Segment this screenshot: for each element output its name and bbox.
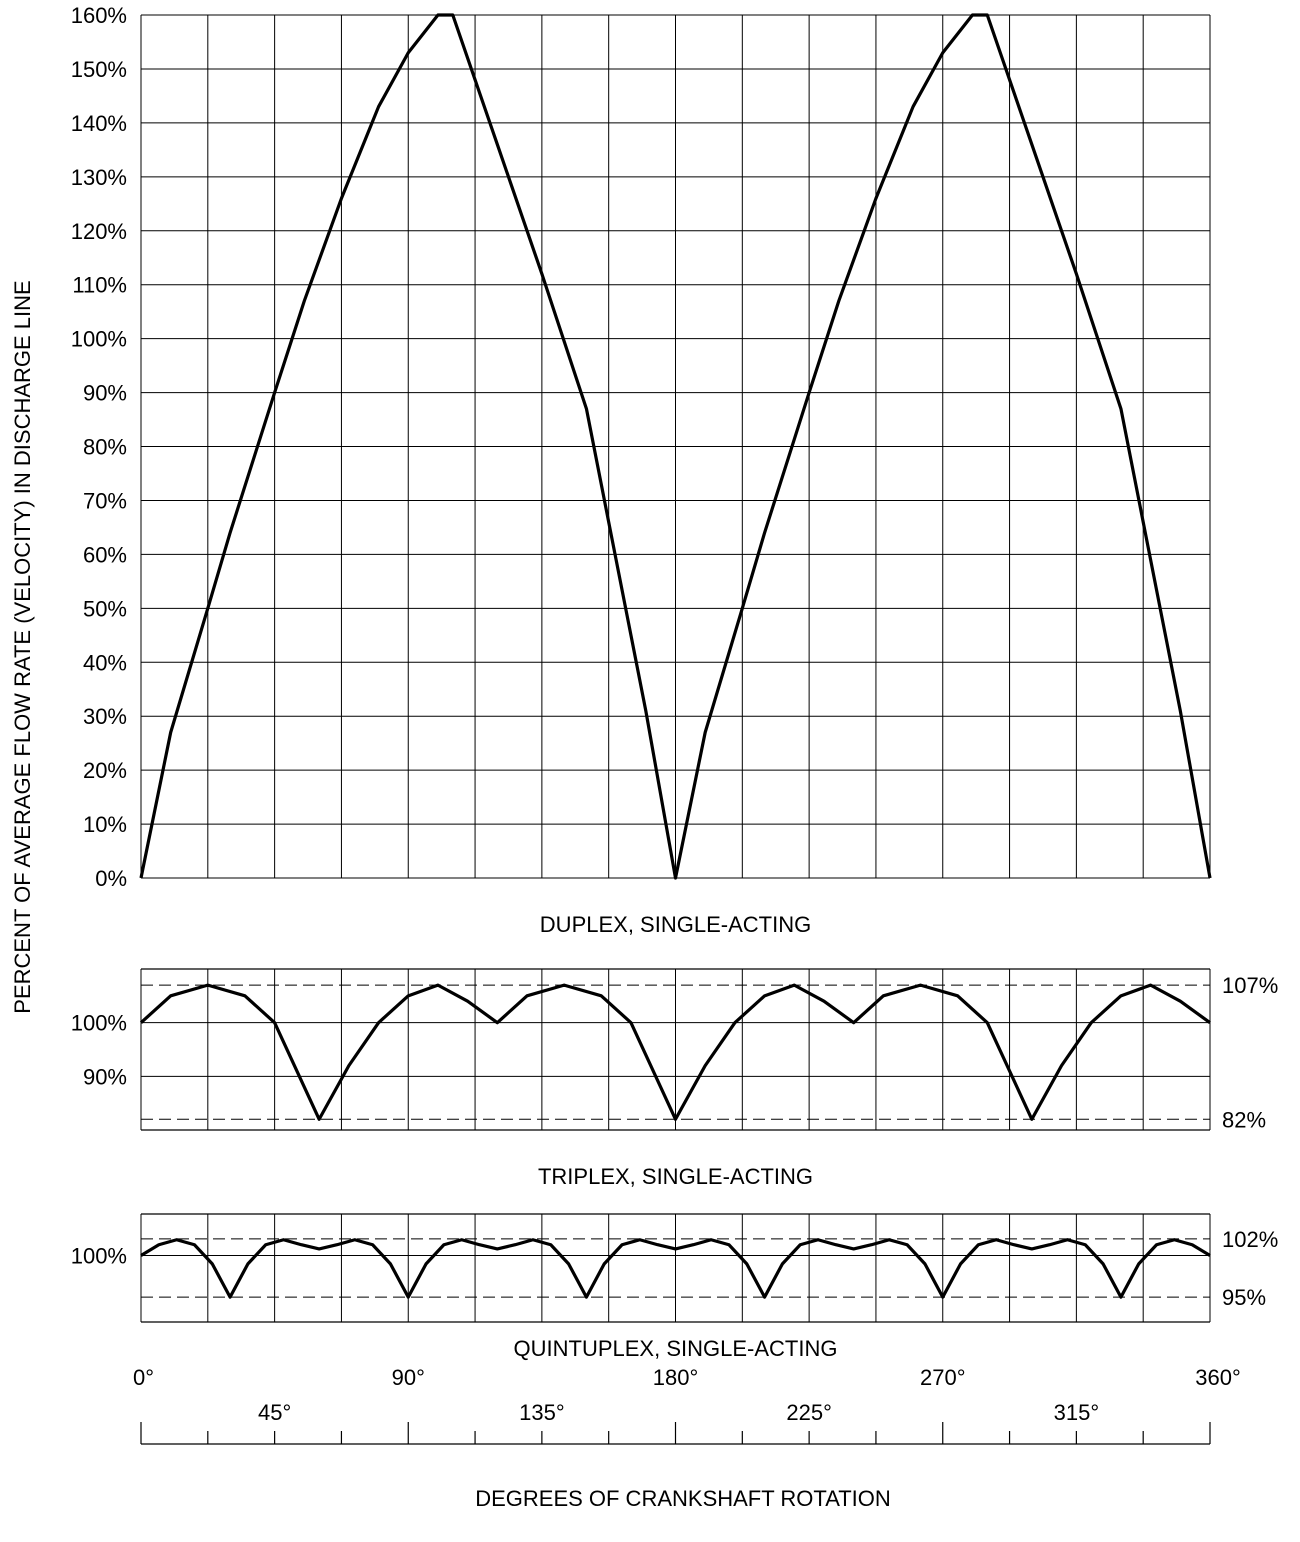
x-axis-major-label: 360°: [1195, 1365, 1241, 1390]
quintuplex-panel-title: QUINTUPLEX, SINGLE-ACTING: [514, 1336, 838, 1361]
triplex-ytick-label: 90%: [83, 1064, 127, 1089]
duplex-ytick-label: 70%: [83, 488, 127, 513]
duplex-ytick-label: 30%: [83, 704, 127, 729]
quintuplex-series-line: [140, 1238, 1211, 1299]
triplex-reference-label: 107%: [1222, 973, 1278, 998]
duplex-series-line: [139, 13, 1212, 880]
x-axis-minor-label: 45°: [258, 1400, 291, 1425]
x-axis-label: DEGREES OF CRANKSHAFT ROTATION: [475, 1486, 891, 1511]
duplex-ytick-label: 160%: [71, 3, 127, 28]
triplex-reference-label: 82%: [1222, 1107, 1266, 1132]
duplex-ytick-label: 90%: [83, 381, 127, 406]
duplex-ytick-label: 50%: [83, 596, 127, 621]
x-axis-minor-label: 135°: [519, 1400, 565, 1425]
x-axis: 0° 90° 180° 270° 360° 45° 135° 225° 315°: [133, 1365, 1241, 1445]
x-axis-major-label: 0°: [133, 1365, 154, 1390]
duplex-ytick-label: 140%: [71, 111, 127, 136]
duplex-panel: 0% 10% 20% 30% 40% 50% 60% 70% 80% 90% 100% 110% 120…: [71, 3, 1212, 937]
duplex-ytick-label: 80%: [83, 435, 127, 460]
duplex-ytick-label: 150%: [71, 57, 127, 82]
chart-panels: 0% 10% 20% 30% 40% 50% 60% 70% 80% 90% 100% 110% 120…: [71, 3, 1279, 1361]
x-axis-major-label: 90°: [392, 1365, 425, 1390]
x-axis-minor-label: 315°: [1054, 1400, 1100, 1425]
y-axis-label: PERCENT OF AVERAGE FLOW RATE (VELOCITY) …: [10, 280, 35, 1013]
quintuplex-reference-label: 95%: [1222, 1285, 1266, 1310]
quintuplex-ytick-label: 100%: [71, 1244, 127, 1269]
duplex-ytick-label: 0%: [95, 866, 127, 891]
x-axis-major-label: 180°: [653, 1365, 699, 1390]
triplex-panel: 90% 100% 107% 82% TRIPLEX, SINGLE-ACTING: [71, 968, 1278, 1189]
duplex-panel-title: DUPLEX, SINGLE-ACTING: [540, 912, 811, 937]
duplex-ytick-label: 120%: [71, 219, 127, 244]
duplex-ytick-label: 10%: [83, 812, 127, 837]
duplex-ytick-label: 100%: [71, 327, 127, 352]
duplex-ytick-label: 20%: [83, 758, 127, 783]
triplex-ytick-label: 100%: [71, 1011, 127, 1036]
triplex-panel-title: TRIPLEX, SINGLE-ACTING: [538, 1164, 813, 1189]
duplex-ytick-label: 110%: [72, 273, 127, 298]
x-axis-major-label: 270°: [920, 1365, 966, 1390]
quintuplex-reference-label: 102%: [1222, 1227, 1278, 1252]
triplex-series-line: [139, 983, 1211, 1121]
duplex-ytick-label: 130%: [71, 165, 127, 190]
quintuplex-panel: 100% 102% 95% QUINTUPLEX, SINGLE-ACTING: [71, 1213, 1278, 1361]
duplex-ytick-label: 60%: [83, 542, 127, 567]
duplex-ytick-label: 40%: [83, 650, 127, 675]
x-axis-minor-label: 225°: [786, 1400, 832, 1425]
